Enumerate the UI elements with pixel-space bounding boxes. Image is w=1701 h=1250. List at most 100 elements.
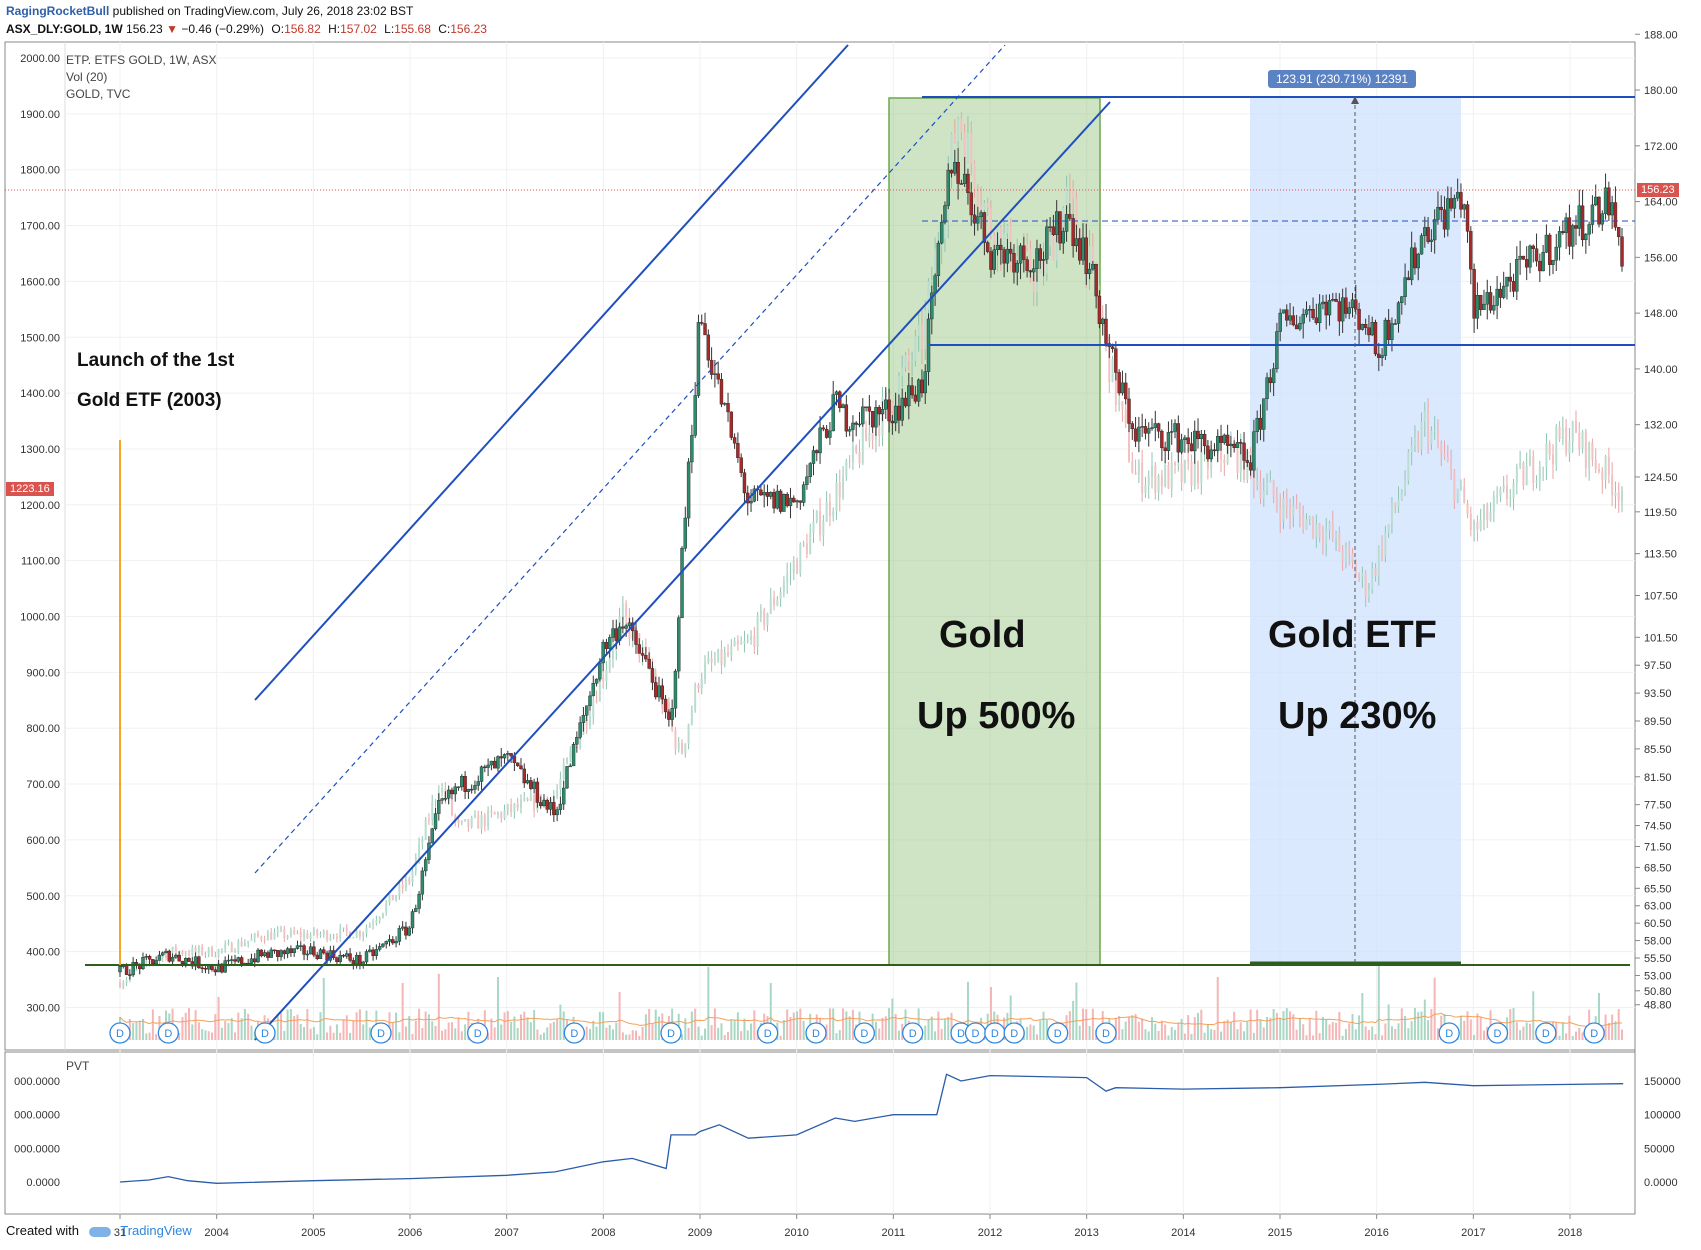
etf-candle — [118, 965, 122, 973]
gold-candle — [247, 940, 250, 944]
volume-bar — [769, 982, 772, 1040]
gold-candle — [322, 931, 325, 935]
etf-candle — [1321, 301, 1325, 305]
etf-candle — [1373, 322, 1378, 355]
etf-candle — [1459, 192, 1463, 210]
volume-bar — [132, 1023, 135, 1040]
gold-candle — [450, 799, 453, 816]
price-change: −0.46 (−0.29%) — [181, 22, 265, 36]
etf-annotation-title: Gold ETF — [1268, 614, 1437, 656]
etf-candle — [1567, 217, 1572, 247]
gold-candle — [184, 953, 187, 955]
gold-candle — [513, 803, 516, 813]
channel-mid-dashed-line[interactable] — [254, 44, 1006, 874]
author-link[interactable]: RagingRocketBull — [6, 4, 110, 18]
gold-candle — [1496, 495, 1499, 497]
etf-candle — [1485, 292, 1489, 305]
gold-candle — [355, 931, 358, 938]
left-axis-tick: 1100.00 — [21, 556, 60, 568]
etf-candle — [696, 322, 701, 396]
gold-candle — [1581, 431, 1584, 449]
volume-bar — [1463, 1020, 1466, 1040]
etf-candle — [496, 756, 500, 769]
volume-bar — [1407, 1028, 1410, 1040]
etf-candle — [1268, 377, 1273, 384]
gold-candle — [1358, 576, 1361, 578]
volume-bar — [434, 1025, 437, 1040]
channel-lower-line[interactable] — [254, 101, 1111, 1041]
etf-candle — [723, 403, 727, 405]
gold-candle — [1479, 519, 1482, 530]
gold-candle — [786, 573, 789, 583]
etf-candle — [433, 813, 438, 829]
etf-candle — [907, 385, 911, 407]
etf-candle — [1025, 259, 1029, 271]
etf-candle — [1291, 315, 1296, 326]
gold-candle — [1453, 470, 1456, 502]
etf-candle — [936, 242, 941, 276]
volume-bar — [848, 1016, 851, 1040]
gold-candle — [1601, 471, 1604, 481]
etf-candle — [880, 409, 885, 415]
etf-candle — [1317, 303, 1322, 324]
etf-candle — [1130, 423, 1134, 430]
volume-bar — [947, 1016, 950, 1040]
dividend-marker-icon — [1003, 1022, 1025, 1044]
etf-candle — [1594, 196, 1598, 206]
gold-candle — [533, 795, 536, 811]
gold-candle — [1535, 480, 1538, 483]
etf-candle — [131, 962, 135, 976]
etf-candle — [525, 780, 530, 784]
published-text: published on TradingView.com, July 26, 2… — [109, 4, 414, 18]
volume-bar — [1032, 1025, 1035, 1040]
gold-candle — [960, 118, 963, 133]
etf-candle — [1061, 231, 1065, 244]
etf-candle — [1078, 238, 1082, 261]
dividend-marker-letter: D — [1054, 1028, 1062, 1040]
gold-candle — [930, 280, 933, 282]
gold-candle — [819, 511, 822, 536]
etf-candle — [1143, 426, 1148, 434]
gold-candle — [1114, 359, 1117, 406]
etf-candle — [184, 958, 188, 965]
publish-line: RagingRocketBull published on TradingVie… — [6, 4, 413, 18]
volume-bar — [750, 1023, 753, 1040]
etf-candle — [213, 969, 218, 973]
gold-candle — [234, 950, 237, 952]
volume-bar — [1390, 1026, 1393, 1040]
volume-bar — [526, 1017, 529, 1040]
etf-candle — [811, 450, 816, 464]
tradingview-link[interactable]: TradingView — [120, 1223, 192, 1238]
gold-candle — [1394, 503, 1397, 508]
volume-bar — [1331, 1021, 1334, 1040]
channel-upper-line[interactable] — [254, 44, 849, 701]
volume-bar — [1147, 1031, 1150, 1040]
measure-label: 123.91 (230.71%) 12391 — [1268, 70, 1417, 88]
volume-bar — [1220, 1031, 1223, 1040]
footer: Created with TradingView — [6, 1223, 192, 1238]
pvt-right-tick: 0.0000 — [1644, 1177, 1678, 1189]
volume-bar — [1312, 1035, 1315, 1040]
volume-bar — [312, 1026, 315, 1040]
right-axis-tick: 89.50 — [1644, 716, 1672, 728]
etf-candle — [943, 205, 947, 223]
gold-candle — [217, 949, 220, 957]
etf-candle — [170, 957, 175, 962]
etf-candle — [532, 781, 536, 789]
gold-candle — [828, 501, 831, 516]
etf-candle — [1446, 198, 1450, 230]
volume-bar — [204, 1030, 207, 1040]
etf-candle — [686, 461, 691, 519]
volume-bar — [1476, 1013, 1479, 1040]
open-value: 156.82 — [284, 22, 321, 36]
etf-candle — [782, 493, 786, 512]
dividend-marker-icon — [757, 1022, 779, 1044]
gold-candle — [1354, 562, 1357, 577]
etf-candle — [1314, 317, 1319, 324]
etf-candle — [289, 948, 293, 953]
volume-bar — [654, 1009, 657, 1040]
etf-candle — [1018, 245, 1023, 264]
etf-candle — [893, 405, 898, 424]
etf-candle — [1081, 237, 1085, 261]
